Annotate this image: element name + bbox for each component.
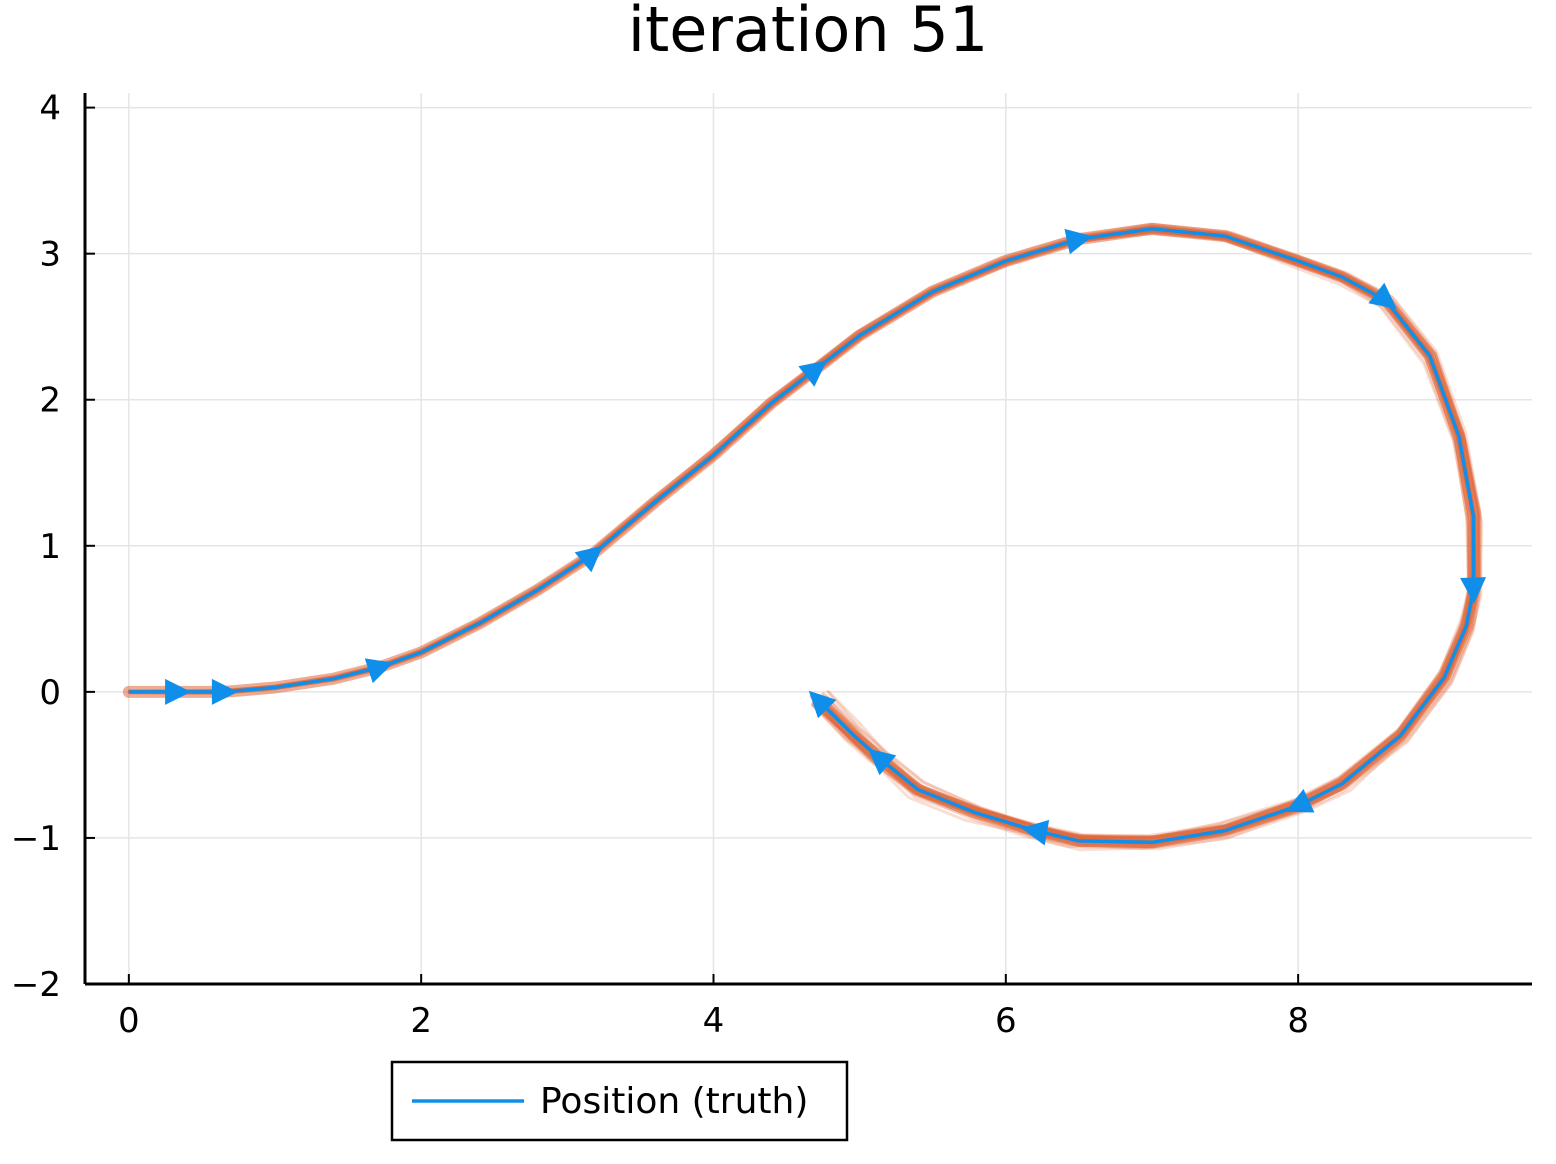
arrow-marker [211, 678, 238, 705]
particle-band [122, 222, 1480, 849]
particle-line [129, 229, 1474, 839]
arrow-marker [1064, 228, 1093, 255]
particle-line [128, 228, 1476, 842]
particle-line [129, 230, 1477, 839]
arrow-marker [1285, 788, 1315, 813]
particle-line [128, 222, 1477, 852]
truth-trajectory [128, 227, 1476, 845]
particle-line [129, 225, 1481, 845]
particle-line [129, 228, 1481, 839]
particle-line [128, 225, 1481, 848]
particle-line [127, 227, 1471, 841]
chart-title: iteration 51 [628, 0, 989, 66]
arrow-marker [867, 748, 897, 776]
particle-line [127, 228, 1475, 839]
x-tick-label: 6 [995, 1001, 1017, 1041]
particle-line [128, 228, 1477, 840]
arrow-marker [798, 360, 827, 387]
y-tick-label: −2 [11, 965, 61, 1005]
particle-line [128, 226, 1473, 846]
particle-line [130, 228, 1483, 846]
x-tick-label: 8 [1287, 1001, 1309, 1041]
particle-line [129, 226, 1478, 851]
y-tick-label: 3 [39, 235, 61, 275]
legend-label: Position (truth) [540, 1081, 808, 1122]
particle-trajectories [122, 222, 1484, 852]
tick-labels: 0 2 4 6 8 −2 −1 0 1 2 3 4 [11, 89, 1309, 1041]
particle-line [128, 227, 1480, 847]
particle-line [127, 229, 1472, 845]
particle-line [130, 226, 1482, 843]
arrow-marker [1368, 282, 1397, 310]
y-tick-label: 4 [39, 89, 61, 129]
truth-line [128, 227, 1476, 845]
y-tick-label: 1 [39, 527, 61, 567]
particle-line [129, 226, 1477, 844]
grid [85, 93, 1532, 985]
arrow-marker [574, 545, 603, 573]
direction-arrows [165, 228, 1487, 846]
arrow-marker [364, 658, 394, 684]
particle-line [129, 223, 1482, 850]
particle-line [128, 226, 1476, 846]
particle-line [127, 228, 1472, 844]
particle-line [129, 229, 1477, 844]
particle-line [127, 224, 1472, 844]
particle-line [130, 228, 1484, 846]
y-tick-label: −1 [11, 819, 61, 859]
particle-line [127, 232, 1470, 843]
particle-line [129, 228, 1476, 839]
particle-line [130, 229, 1481, 846]
particle-line [128, 224, 1476, 849]
particle-line [128, 228, 1476, 840]
x-tick-label: 0 [118, 1001, 140, 1041]
arrow-marker [1021, 819, 1050, 846]
particle-line [129, 225, 1482, 845]
y-tick-label: 2 [39, 381, 61, 421]
particle-line [127, 225, 1475, 848]
arrow-marker [1460, 577, 1487, 604]
particle-line [129, 230, 1477, 838]
particle-line [128, 226, 1477, 848]
particle-line [127, 228, 1474, 841]
particle-line [129, 227, 1475, 841]
particle-line [129, 231, 1475, 840]
arrow-marker [165, 678, 192, 705]
arrow-marker [808, 690, 837, 719]
particle-line [128, 226, 1479, 844]
x-tick-label: 4 [703, 1001, 725, 1041]
x-tick-label: 2 [410, 1001, 432, 1041]
particle-line [129, 230, 1478, 842]
particle-line [127, 230, 1471, 846]
y-tick-label: 0 [39, 673, 61, 713]
particle-line [128, 224, 1478, 849]
legend: Position (truth) [390, 1060, 849, 1142]
axes [83, 93, 1532, 986]
particle-line [128, 225, 1475, 849]
